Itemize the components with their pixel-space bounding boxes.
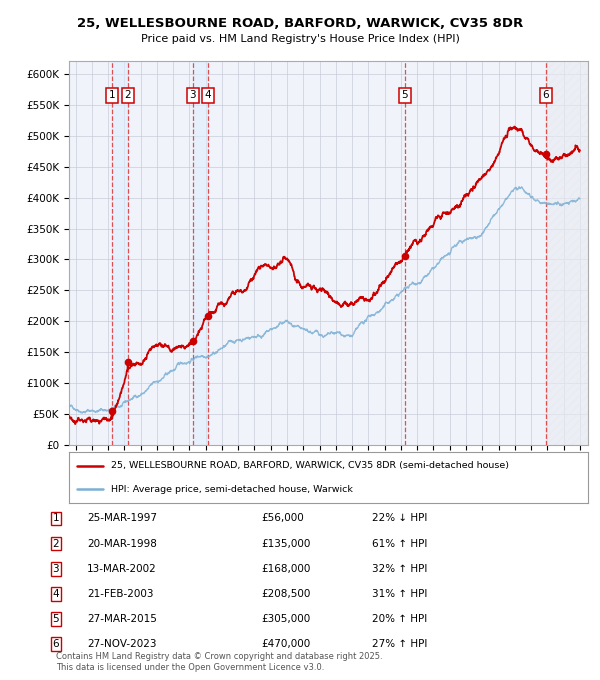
Text: 20-MAR-1998: 20-MAR-1998 (87, 539, 157, 549)
Text: £56,000: £56,000 (261, 513, 304, 524)
Text: 25, WELLESBOURNE ROAD, BARFORD, WARWICK, CV35 8DR (semi-detached house): 25, WELLESBOURNE ROAD, BARFORD, WARWICK,… (110, 462, 509, 471)
Text: 6: 6 (52, 639, 59, 649)
Text: £208,500: £208,500 (261, 589, 310, 599)
Bar (112, 61, 128, 445)
Text: 5: 5 (52, 614, 59, 624)
Text: 25-MAR-1997: 25-MAR-1997 (87, 513, 157, 524)
Text: 4: 4 (205, 90, 211, 100)
Text: £168,000: £168,000 (261, 564, 310, 574)
Bar (545, 61, 588, 445)
Text: £305,000: £305,000 (261, 614, 310, 624)
Text: 1: 1 (52, 513, 59, 524)
Text: 2: 2 (52, 539, 59, 549)
Text: £470,000: £470,000 (261, 639, 310, 649)
Text: £135,000: £135,000 (261, 539, 310, 549)
Text: 3: 3 (190, 90, 196, 100)
Text: 4: 4 (52, 589, 59, 599)
Text: 21-FEB-2003: 21-FEB-2003 (87, 589, 154, 599)
Text: 13-MAR-2002: 13-MAR-2002 (87, 564, 157, 574)
Text: 61% ↑ HPI: 61% ↑ HPI (372, 539, 427, 549)
Text: 32% ↑ HPI: 32% ↑ HPI (372, 564, 427, 574)
Text: 2: 2 (125, 90, 131, 100)
Text: 25, WELLESBOURNE ROAD, BARFORD, WARWICK, CV35 8DR: 25, WELLESBOURNE ROAD, BARFORD, WARWICK,… (77, 17, 523, 30)
Bar (193, 61, 208, 445)
Text: 27% ↑ HPI: 27% ↑ HPI (372, 639, 427, 649)
Text: 31% ↑ HPI: 31% ↑ HPI (372, 589, 427, 599)
Text: 1: 1 (109, 90, 115, 100)
Text: 5: 5 (401, 90, 408, 100)
Text: 22% ↓ HPI: 22% ↓ HPI (372, 513, 427, 524)
Text: 6: 6 (542, 90, 549, 100)
Text: Price paid vs. HM Land Registry's House Price Index (HPI): Price paid vs. HM Land Registry's House … (140, 34, 460, 44)
Text: 27-MAR-2015: 27-MAR-2015 (87, 614, 157, 624)
Text: 20% ↑ HPI: 20% ↑ HPI (372, 614, 427, 624)
Text: HPI: Average price, semi-detached house, Warwick: HPI: Average price, semi-detached house,… (110, 485, 352, 494)
Text: 3: 3 (52, 564, 59, 574)
Text: Contains HM Land Registry data © Crown copyright and database right 2025.
This d: Contains HM Land Registry data © Crown c… (56, 652, 382, 672)
Text: 27-NOV-2023: 27-NOV-2023 (87, 639, 157, 649)
